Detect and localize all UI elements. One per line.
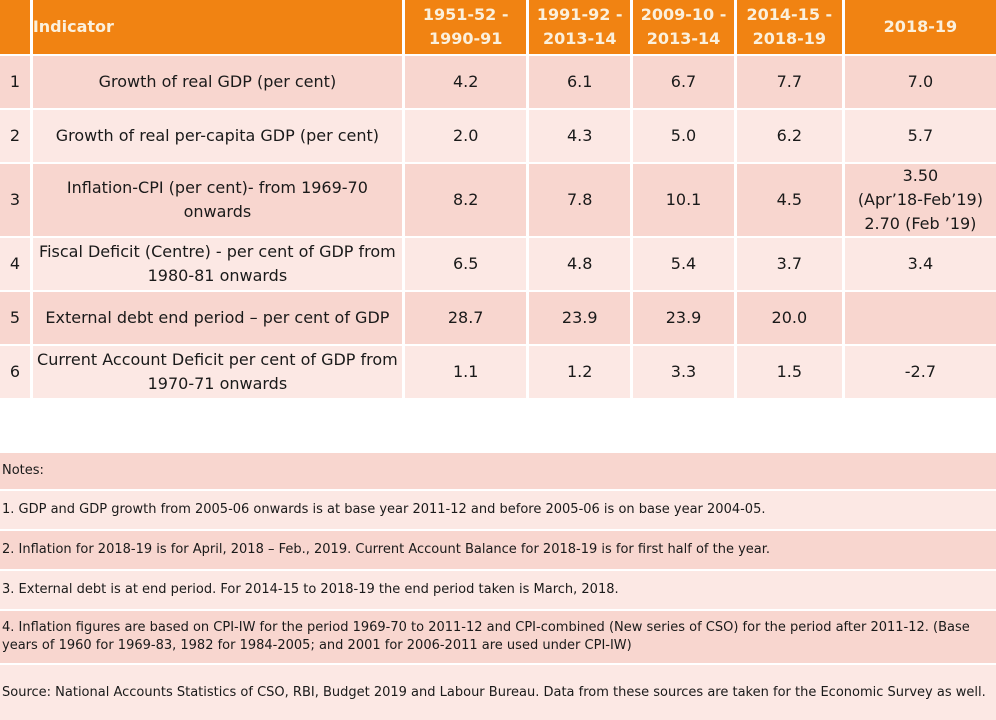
- cell-value: 7.0: [844, 56, 996, 108]
- cell-value: 3.4: [844, 238, 996, 290]
- table-row: 6 Current Account Deficit per cent of GD…: [0, 346, 996, 398]
- table-row: 3 Inflation-CPI (per cent)- from 1969-70…: [0, 164, 996, 236]
- cell-value: 6.1: [529, 56, 631, 108]
- cell-value: 23.9: [633, 292, 734, 344]
- header-line: 2014-15 -: [746, 5, 833, 24]
- header-period-3: 2009-10 - 2013-14: [633, 0, 734, 54]
- row-number: 3: [0, 164, 30, 236]
- cell-value: 28.7: [405, 292, 527, 344]
- header-line: 1990-91: [428, 29, 503, 48]
- indicators-table: Indicator 1951-52 - 1990-91 1991-92 - 2013…: [0, 0, 996, 398]
- header-period-1: 1951-52 - 1990-91: [405, 0, 527, 54]
- cell-value: 8.2: [405, 164, 527, 236]
- cell-value: 3.3: [633, 346, 734, 398]
- row-number: 4: [0, 238, 30, 290]
- header-no: [0, 0, 30, 54]
- cell-value: 1.5: [736, 346, 842, 398]
- cell-value: 6.5: [405, 238, 527, 290]
- cell-value: 6.7: [633, 56, 734, 108]
- value-line: (Apr’18-Feb’19): [857, 190, 983, 209]
- note-item: 1. GDP and GDP growth from 2005-06 onwar…: [0, 491, 996, 529]
- header-indicator: Indicator: [32, 0, 402, 54]
- table-row: 2 Growth of real per-capita GDP (per cen…: [0, 110, 996, 162]
- header-period-4: 2014-15 - 2018-19: [736, 0, 842, 54]
- cell-value: 23.9: [529, 292, 631, 344]
- cell-value: 7.8: [529, 164, 631, 236]
- source-note: Source: National Accounts Statistics of …: [0, 665, 996, 720]
- row-indicator: External debt end period – per cent of G…: [32, 292, 402, 344]
- cell-value: 5.0: [633, 110, 734, 162]
- header-line: 2013-14: [543, 29, 617, 48]
- row-indicator: Fiscal Deficit (Centre) - per cent of GD…: [32, 238, 402, 290]
- row-number: 6: [0, 346, 30, 398]
- notes-title: Notes:: [0, 453, 996, 489]
- cell-value: 5.4: [633, 238, 734, 290]
- header-period-2: 1991-92 - 2013-14: [529, 0, 631, 54]
- cell-value: 5.7: [844, 110, 996, 162]
- cell-value: 20.0: [736, 292, 842, 344]
- header-line: 2018-19: [752, 29, 827, 48]
- row-indicator: Growth of real per-capita GDP (per cent): [32, 110, 402, 162]
- cell-value: 10.1: [633, 164, 734, 236]
- note-item: 3. External debt is at end period. For 2…: [0, 571, 996, 609]
- row-number: 1: [0, 56, 30, 108]
- row-indicator: Current Account Deficit per cent of GDP …: [32, 346, 402, 398]
- table-row: 1 Growth of real GDP (per cent) 4.2 6.1 …: [0, 56, 996, 108]
- header-line: 2013-14: [646, 29, 721, 48]
- header-line: 2018-19: [883, 17, 958, 36]
- table-row: 4 Fiscal Deficit (Centre) - per cent of …: [0, 238, 996, 290]
- header-period-5: 2018-19: [844, 0, 996, 54]
- cell-value: 7.7: [736, 56, 842, 108]
- cell-value: 2.0: [405, 110, 527, 162]
- note-item: 4. Inflation figures are based on CPI-IW…: [0, 611, 996, 663]
- cell-value-multiline: 3.50 (Apr’18-Feb’19) 2.70 (Feb ’19): [844, 164, 996, 236]
- header-line: 1951-52 -: [422, 5, 509, 24]
- cell-value: 4.8: [529, 238, 631, 290]
- cell-value: 1.1: [405, 346, 527, 398]
- cell-value: 4.3: [529, 110, 631, 162]
- header-row: Indicator 1951-52 - 1990-91 1991-92 - 2013…: [0, 0, 996, 54]
- row-number: 5: [0, 292, 30, 344]
- table-row: 5 External debt end period – per cent of…: [0, 292, 996, 344]
- cell-value: 4.5: [736, 164, 842, 236]
- value-line: 3.50: [902, 166, 939, 185]
- row-indicator: Growth of real GDP (per cent): [32, 56, 402, 108]
- cell-value: [844, 292, 996, 344]
- header-line: 2009-10 -: [640, 5, 727, 24]
- row-indicator: Inflation-CPI (per cent)- from 1969-70 o…: [32, 164, 402, 236]
- cell-value: 6.2: [736, 110, 842, 162]
- cell-value: 3.7: [736, 238, 842, 290]
- header-line: 1991-92 -: [536, 5, 623, 24]
- cell-value: 4.2: [405, 56, 527, 108]
- row-number: 2: [0, 110, 30, 162]
- value-line: 2.70 (Feb ’19): [864, 214, 977, 233]
- cell-value: -2.7: [844, 346, 996, 398]
- note-item: 2. Inflation for 2018-19 is for April, 2…: [0, 531, 996, 569]
- cell-value: 1.2: [529, 346, 631, 398]
